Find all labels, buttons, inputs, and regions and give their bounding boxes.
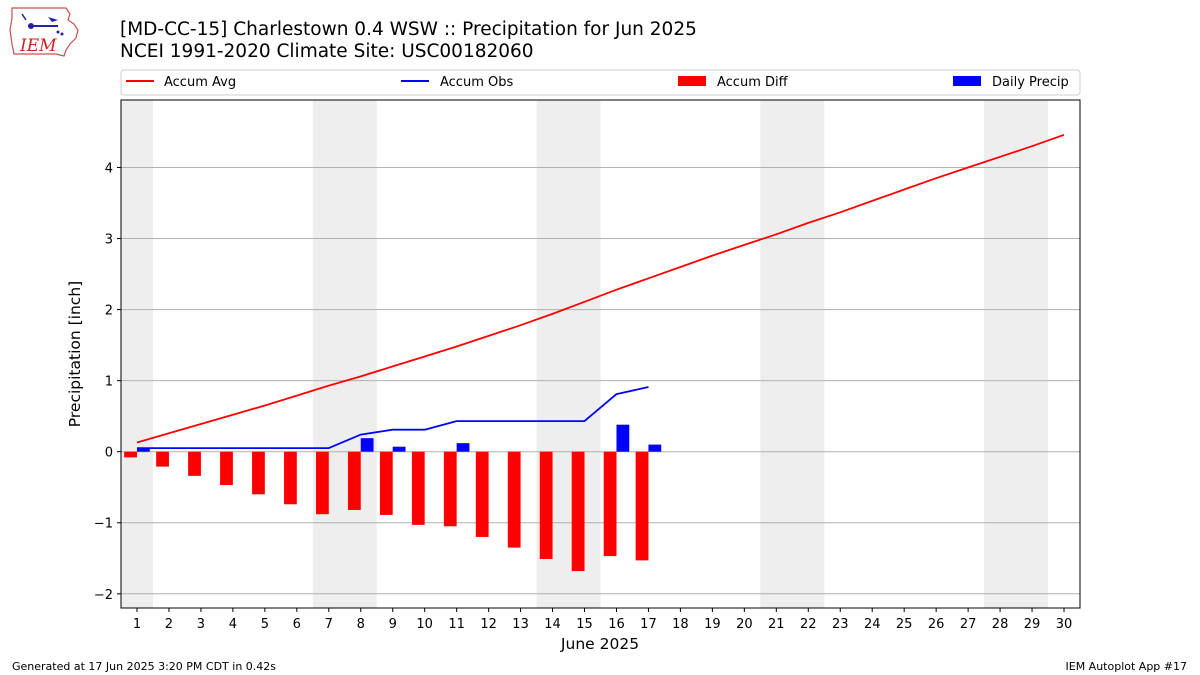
accum-diff-bar-day-10: [411, 451, 425, 525]
x-tick-label-6: 6: [293, 617, 301, 632]
weekend-band-4: [760, 100, 825, 608]
x-tick-label-20: 20: [736, 617, 753, 632]
accum-obs-line: [137, 386, 649, 450]
daily-precip-bar-day-11: [456, 443, 470, 452]
x-tick-label-1: 1: [133, 617, 141, 632]
x-tick-label-25: 25: [896, 617, 913, 632]
x-tick-label-18: 18: [672, 617, 689, 632]
daily-precip-bar-day-17: [648, 444, 662, 452]
legend-swatch-daily-precip: [953, 76, 981, 86]
iowa-state-outline: [9, 7, 79, 57]
y-tick-label-1: 1: [105, 375, 113, 390]
x-tick-label-24: 24: [864, 617, 881, 632]
accum-diff-bar-day-9: [379, 451, 393, 515]
daily-precip-bar-day-9: [392, 446, 406, 452]
x-tick-label-11: 11: [448, 617, 465, 632]
legend-label-accum-diff: Accum Diff: [717, 75, 789, 90]
x-tick-label-10: 10: [416, 617, 433, 632]
legend-label-accum-avg: Accum Avg: [164, 75, 236, 90]
y-axis-label: Precipitation [inch]: [66, 281, 84, 427]
weekend-band-1: [121, 100, 153, 608]
x-tick-label-29: 29: [1024, 617, 1041, 632]
y-tick-label-2: 2: [105, 304, 113, 319]
accum-avg-line: [136, 133, 1065, 444]
logo-text: IEM: [19, 36, 57, 56]
legend-swatch-accum-diff: [678, 76, 706, 86]
iem-logo: IEM: [9, 7, 79, 57]
lines: [136, 133, 1065, 450]
accum-diff-bar-day-3: [188, 451, 201, 476]
x-tick-label-23: 23: [832, 617, 849, 632]
daily-precip-bar-day-16: [616, 424, 630, 452]
accum-diff-bar-day-4: [220, 451, 233, 486]
x-tick-label-7: 7: [325, 617, 333, 632]
plot-frame: [120, 99, 1081, 609]
chart-subtitle: NCEI 1991-2020 Climate Site: USC00182060: [120, 41, 534, 62]
legend-frame: [120, 69, 1081, 96]
weekend-band-2: [312, 100, 377, 608]
legend-label-daily-precip: Daily Precip: [992, 75, 1069, 90]
y-gridlines: [121, 166, 1080, 595]
accum-diff-bar-day-12: [475, 451, 489, 537]
x-tick-label-14: 14: [544, 617, 561, 632]
y-tick-label-3: 3: [105, 233, 113, 248]
y-tick-label--2: −2: [94, 588, 113, 603]
x-axis-label: June 2025: [560, 635, 639, 653]
x-tick-label-3: 3: [197, 617, 205, 632]
x-tick-label-19: 19: [704, 617, 721, 632]
x-tick-label-21: 21: [768, 617, 785, 632]
x-tick-label-4: 4: [229, 617, 237, 632]
y-tick-label--1: −1: [94, 517, 113, 532]
x-tick-label-27: 27: [960, 617, 977, 632]
daily-precip-bar-day-8: [360, 438, 374, 452]
accum-diff-bar-day-13: [507, 451, 521, 548]
x-tick-label-15: 15: [576, 617, 593, 632]
accum-diff-bar-day-1: [124, 451, 137, 458]
weekend-band-5: [984, 100, 1049, 608]
x-tick-label-28: 28: [992, 617, 1009, 632]
x-tick-label-8: 8: [357, 617, 365, 632]
x-axis-ticks: 1 2 3 4 5 6 7 8 9 10 11 12 13 14 15 16 17 18 19 20 21 22 23 24 2…: [133, 608, 1072, 632]
x-tick-label-16: 16: [608, 617, 625, 632]
accum-diff-bar-day-17: [635, 451, 649, 561]
x-tick-label-2: 2: [165, 617, 173, 632]
x-tick-label-17: 17: [640, 617, 657, 632]
x-tick-label-9: 9: [389, 617, 397, 632]
x-tick-label-30: 30: [1056, 617, 1073, 632]
bars: [124, 424, 662, 572]
x-tick-label-22: 22: [800, 617, 817, 632]
accum-diff-bar-day-5: [252, 451, 265, 495]
footer-generated: Generated at 17 Jun 2025 3:20 PM CDT in …: [12, 660, 276, 673]
x-tick-label-13: 13: [512, 617, 529, 632]
daily-precip-bar-day-1: [136, 448, 150, 452]
x-tick-label-26: 26: [928, 617, 945, 632]
y-axis-ticks: −2 −1 0 1 2 3 4: [94, 161, 121, 603]
legend: Accum Avg Accum Obs Accum Diff Daily Pre…: [120, 69, 1081, 96]
x-tick-label-12: 12: [480, 617, 497, 632]
accum-diff-bar-day-16: [603, 451, 617, 557]
accum-diff-bar-day-6: [284, 451, 297, 505]
y-tick-label-4: 4: [105, 161, 113, 176]
accum-diff-bar-day-15: [571, 451, 585, 572]
accum-diff-bar-day-7: [315, 451, 329, 515]
y-tick-label-0: 0: [105, 446, 113, 461]
accum-diff-bar-day-2: [156, 451, 169, 467]
x-tick-label-5: 5: [261, 617, 269, 632]
accum-diff-bar-day-14: [539, 451, 553, 559]
accum-diff-bar-day-11: [443, 451, 457, 527]
footer-app: IEM Autoplot App #17: [1066, 660, 1188, 673]
accum-diff-bar-day-8: [347, 451, 361, 510]
legend-label-accum-obs: Accum Obs: [440, 75, 513, 90]
chart-title: [MD-CC-15] Charlestown 0.4 WSW :: Precip…: [120, 19, 697, 40]
